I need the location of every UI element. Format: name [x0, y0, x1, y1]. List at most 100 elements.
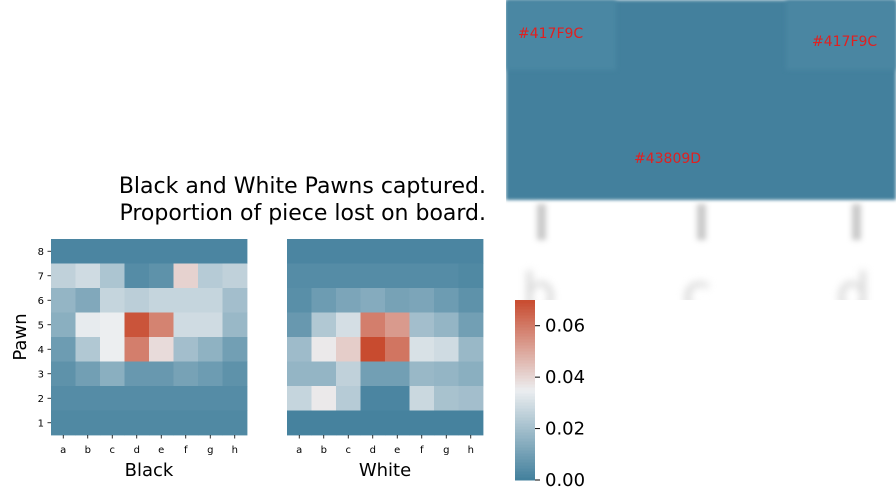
- heatmap-cell: [75, 263, 101, 289]
- colorbar-segment: [515, 468, 535, 472]
- inset-color-label: #417F9C: [518, 26, 584, 42]
- colorbar-segment: [515, 399, 535, 403]
- heatmap-cell: [173, 239, 199, 264]
- heatmap-cell: [434, 288, 459, 313]
- heatmap-cell: [75, 312, 101, 338]
- inset-tick-letter: d: [836, 262, 871, 300]
- heatmap-cell: [287, 288, 312, 313]
- x-tick-label: e: [394, 445, 400, 456]
- heatmap-cell: [173, 288, 199, 313]
- colorbar-tick-label: 0.04: [545, 367, 585, 388]
- x-tick-label: d: [370, 445, 376, 456]
- colorbar-segment: [515, 405, 535, 409]
- heatmap-cell: [51, 386, 76, 411]
- colorbar-segment: [515, 375, 535, 379]
- heatmap-cell: [434, 361, 459, 387]
- heatmap-cell: [458, 410, 484, 436]
- y-tick-label: 2: [38, 394, 44, 405]
- chart-title-line-1: Black and White Pawns captured.: [118, 174, 486, 199]
- heatmap-cell: [198, 337, 223, 362]
- heatmap-cell: [75, 288, 101, 313]
- heatmap-cell: [311, 312, 337, 338]
- heatmap-cell: [360, 386, 386, 411]
- colorbar-segment: [515, 318, 535, 322]
- x-tick-label: c: [110, 445, 116, 456]
- colorbar-segment: [515, 426, 535, 430]
- heatmap-cell: [51, 239, 76, 264]
- heatmap-cell: [434, 410, 459, 436]
- colorbar-segment: [515, 321, 535, 325]
- colorbar-segment: [515, 390, 535, 394]
- heatmap-cell: [336, 239, 361, 264]
- heatmap-cell: [173, 263, 199, 289]
- colorbar-segment: [515, 477, 535, 481]
- heatmap-cell: [336, 361, 361, 387]
- heatmap-cell: [458, 386, 484, 411]
- heatmap-cell: [409, 410, 435, 436]
- colorbar-segment: [515, 348, 535, 352]
- heatmap-cell: [198, 239, 223, 264]
- heatmap-cell: [385, 410, 410, 436]
- inset-color-patch: [786, 0, 896, 70]
- inset-tick-letter: c: [682, 262, 712, 300]
- heatmap-cell: [149, 263, 174, 289]
- colorbar-segment: [515, 414, 535, 418]
- heatmap-cell: [434, 337, 459, 362]
- heatmap-cell: [100, 239, 125, 264]
- heatmap-cell: [100, 288, 125, 313]
- heatmap-cell: [385, 386, 410, 411]
- x-tick-label: a: [296, 445, 302, 456]
- heatmap-cell: [173, 337, 199, 362]
- heatmap-cell: [149, 410, 174, 436]
- heatmap-cell: [336, 410, 361, 436]
- heatmap-cell: [287, 263, 312, 289]
- colorbar-segment: [515, 366, 535, 370]
- y-tick-label: 7: [38, 271, 44, 282]
- heatmap-cell: [336, 386, 361, 411]
- colorbar-segment: [515, 402, 535, 406]
- inset-color-label: #417F9C: [812, 34, 878, 50]
- colorbar-segment: [515, 435, 535, 439]
- colorbar-segment: [515, 471, 535, 475]
- heatmap-cell: [287, 386, 312, 411]
- heatmap-cell: [51, 337, 76, 362]
- heatmap-cell: [222, 263, 248, 289]
- heatmap-cell: [198, 410, 223, 436]
- x-tick-label: c: [346, 445, 352, 456]
- heatmap-cell: [222, 337, 248, 362]
- colorbar-segment: [515, 360, 535, 364]
- heatmap-cell: [75, 239, 101, 264]
- heatmap-cell: [149, 337, 174, 362]
- heatmap-cell: [100, 410, 125, 436]
- colorbar-segment: [515, 465, 535, 469]
- inset-color-patch: [506, 0, 616, 70]
- x-tick-label: b: [85, 445, 91, 456]
- heatmap-cell: [149, 361, 174, 387]
- heatmap-cell: [198, 386, 223, 411]
- heatmap-cell: [124, 361, 150, 387]
- heatmap-cell: [149, 386, 174, 411]
- colorbar-segment: [515, 411, 535, 415]
- colorbar-segment: [515, 363, 535, 367]
- heatmap-cell: [51, 361, 76, 387]
- inset-color-label: #43809D: [634, 151, 702, 167]
- colorbar-segment: [515, 336, 535, 340]
- heatmap-cell: [311, 288, 337, 313]
- colorbar-segment: [515, 345, 535, 349]
- colorbar-segment: [515, 333, 535, 337]
- colorbar-segment: [515, 423, 535, 427]
- colorbar-segment: [515, 408, 535, 412]
- heatmap-cell: [222, 312, 248, 338]
- y-tick-label: 3: [38, 369, 44, 380]
- heatmap-cell: [409, 312, 435, 338]
- colorbar-segment: [515, 324, 535, 328]
- colorbar-segment: [515, 303, 535, 307]
- heatmap-cell: [287, 361, 312, 387]
- colorbar-segment: [515, 384, 535, 388]
- y-tick-label: 8: [38, 247, 44, 258]
- heatmap-cell: [287, 410, 312, 436]
- colorbar-segment: [515, 312, 535, 316]
- heatmap-cell: [198, 361, 223, 387]
- heatmap-cell: [336, 312, 361, 338]
- colorbar-segment: [515, 429, 535, 433]
